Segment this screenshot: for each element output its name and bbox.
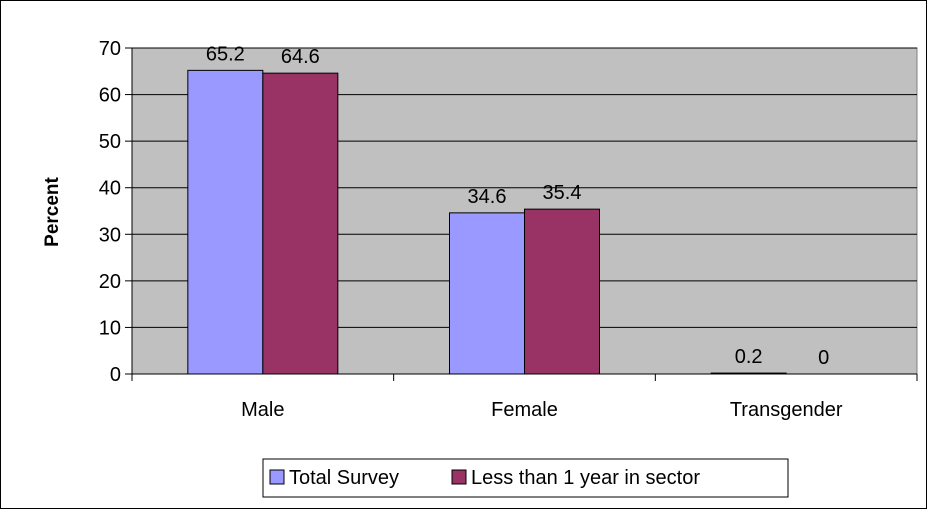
legend: Total Survey Less than 1 year in sector: [262, 458, 789, 498]
y-axis-title: Percent: [42, 176, 63, 246]
y-tick-label: 20: [99, 271, 121, 293]
y-tick-label: 60: [99, 85, 121, 107]
data-label: 0.2: [735, 346, 763, 368]
data-label: 0: [818, 347, 829, 369]
legend-label-less-than-1-year: Less than 1 year in sector: [471, 467, 700, 489]
data-labels: 65.2 64.6 34.6 35.4 0.2 0: [206, 43, 829, 369]
data-label: 35.4: [543, 182, 582, 204]
bar: [187, 69, 264, 375]
y-tick-label: 70: [99, 38, 121, 60]
legend-swatch-less-than-1-year: [451, 469, 467, 485]
bar: [449, 212, 525, 375]
x-tick-label: Transgender: [730, 399, 843, 421]
legend-swatch-total-survey: [269, 469, 285, 485]
data-label: 65.2: [206, 43, 245, 65]
legend-box: [262, 458, 789, 498]
y-tick-label: 40: [99, 178, 121, 200]
axes: 0 10 20 30 40 50 60 70 Male Female Transgender: [99, 38, 918, 421]
data-label: 64.6: [281, 46, 320, 68]
x-tick-label: Female: [491, 399, 558, 421]
legend-label-total-survey: Total Survey: [289, 467, 399, 489]
x-tick-label: Male: [241, 399, 284, 421]
y-tick-label: 50: [99, 131, 121, 153]
bar: [262, 72, 339, 375]
data-label: 34.6: [468, 186, 507, 208]
y-tick-label: 30: [99, 224, 121, 246]
bar: [524, 208, 600, 375]
y-tick-label: 0: [110, 364, 121, 386]
y-tick-label: 10: [99, 317, 121, 339]
bars: [187, 69, 787, 375]
